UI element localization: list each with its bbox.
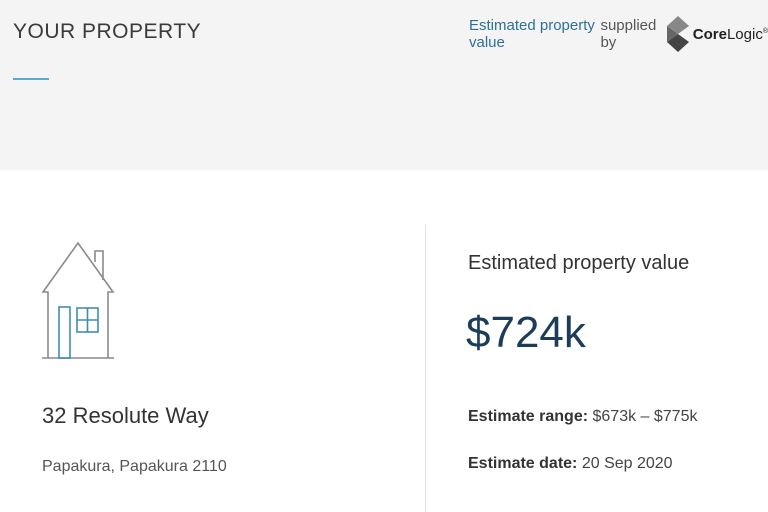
supplied-rest: supplied by (600, 17, 657, 51)
logo-text-bold: Core (692, 25, 727, 43)
title-accent-line (13, 78, 49, 80)
estimate-range: Estimate range: $673k – $775k (468, 408, 697, 426)
estimate-date: Estimate date: 20 Sep 2020 (468, 455, 673, 473)
property-card (0, 170, 768, 512)
property-suburb: Papakura, Papakura 2110 (42, 458, 227, 475)
logo-tm: ® (762, 27, 768, 35)
corelogic-logo-icon (666, 16, 689, 52)
house-icon (41, 241, 115, 359)
estimate-date-value: 20 Sep 2020 (581, 455, 673, 472)
estimate-label: Estimated property value (468, 252, 690, 274)
card-divider (425, 225, 426, 512)
estimate-value: $724k (466, 308, 586, 357)
supplied-highlight: Estimated property value (469, 17, 595, 51)
logo-text-rest: Logic (726, 25, 763, 43)
property-address: 32 Resolute Way (42, 403, 209, 428)
page-title: YOUR PROPERTY (13, 20, 202, 43)
supplied-by-note: Estimated property value supplied by Cor… (469, 16, 768, 52)
header: YOUR PROPERTY Estimated property value s… (0, 0, 768, 170)
corelogic-logo: CoreLogic® (666, 16, 768, 52)
estimate-range-value: $673k – $775k (592, 408, 698, 425)
estimate-range-label: Estimate range: (468, 408, 589, 425)
estimate-date-label: Estimate date: (468, 455, 578, 472)
